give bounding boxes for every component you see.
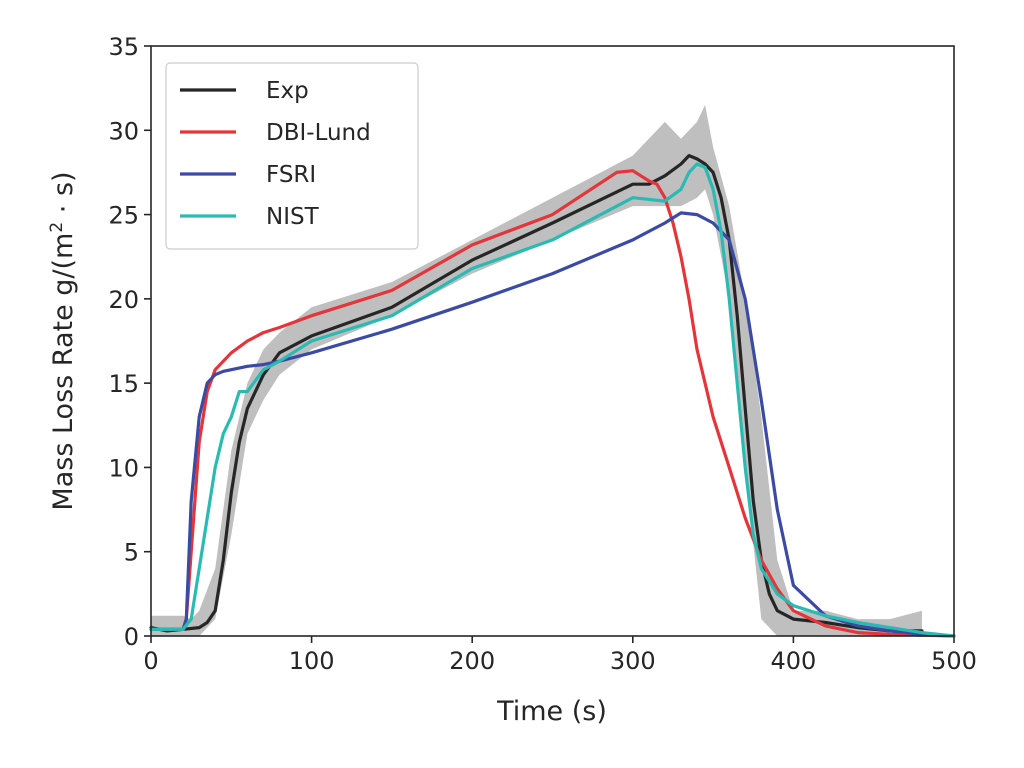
y-tick-label: 15	[108, 370, 139, 398]
y-tick-label: 20	[108, 286, 139, 314]
x-tick-label: 300	[610, 647, 656, 675]
legend-label-fsri: FSRI	[266, 162, 316, 188]
y-axis-title-main: Mass Loss Rate g/(m	[48, 233, 79, 511]
axes-frame	[150, 45, 955, 637]
series-line-fsri	[149, 211, 956, 638]
legend-label-nist: NIST	[266, 204, 320, 230]
y-axis-title: Mass Loss Rate g/(m2 · s)	[47, 171, 79, 510]
x-axis: 0 100 200 300 400 500	[143, 636, 977, 675]
x-tick-label: 400	[770, 647, 816, 675]
legend-box	[165, 62, 419, 250]
x-axis-title: Time (s)	[496, 696, 607, 727]
x-tick-label: 0	[143, 647, 158, 675]
x-tick-label: 200	[449, 647, 495, 675]
y-axis: 0 5 10 15 20 25 30 35	[108, 33, 151, 651]
plot-area	[149, 105, 956, 638]
y-tick-label: 25	[108, 202, 139, 230]
legend: Exp DBI-Lund FSRI NIST	[165, 62, 419, 250]
series-line-exp	[149, 154, 924, 633]
y-tick-label: 0	[124, 623, 139, 651]
series-line-dbi-lund	[149, 169, 956, 638]
x-tick-label: 500	[931, 647, 977, 675]
series-line-nist	[149, 162, 956, 638]
x-tick-label: 100	[289, 647, 335, 675]
legend-label-dbi-lund: DBI-Lund	[266, 120, 371, 146]
y-tick-label: 10	[108, 454, 139, 482]
y-tick-label: 30	[108, 117, 139, 145]
y-axis-title-tail: · s)	[48, 171, 79, 221]
legend-label-exp: Exp	[266, 78, 309, 104]
y-tick-label: 5	[124, 539, 139, 567]
y-axis-title-superscript: 2	[47, 222, 67, 233]
legend-entries: Exp DBI-Lund FSRI NIST	[180, 78, 371, 230]
y-tick-label: 35	[108, 33, 139, 61]
